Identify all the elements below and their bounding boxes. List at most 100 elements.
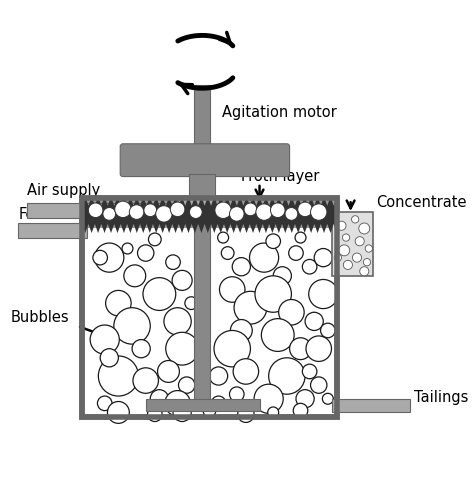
Circle shape <box>144 204 156 217</box>
Circle shape <box>237 406 254 423</box>
Circle shape <box>133 368 158 393</box>
Circle shape <box>295 233 306 244</box>
Circle shape <box>150 390 168 408</box>
Circle shape <box>172 271 192 291</box>
Circle shape <box>261 319 294 352</box>
Circle shape <box>147 407 162 422</box>
Circle shape <box>179 377 195 393</box>
Circle shape <box>233 359 259 385</box>
Circle shape <box>322 393 333 405</box>
Circle shape <box>98 396 112 411</box>
Circle shape <box>353 254 362 263</box>
Circle shape <box>90 325 119 354</box>
Bar <box>27 203 191 218</box>
Circle shape <box>148 234 161 246</box>
Circle shape <box>143 278 176 311</box>
Circle shape <box>255 276 292 313</box>
Circle shape <box>256 204 272 221</box>
Circle shape <box>215 203 231 219</box>
Text: Feed: Feed <box>18 207 53 222</box>
Bar <box>332 213 374 276</box>
Bar <box>194 85 210 404</box>
Circle shape <box>166 255 180 270</box>
Circle shape <box>218 233 228 244</box>
Circle shape <box>337 222 346 231</box>
Circle shape <box>266 234 281 249</box>
Circle shape <box>115 202 131 218</box>
Circle shape <box>244 203 257 216</box>
Circle shape <box>157 361 179 383</box>
Bar <box>190 175 215 202</box>
Circle shape <box>95 244 124 273</box>
Circle shape <box>229 387 244 402</box>
Circle shape <box>132 340 150 358</box>
Circle shape <box>285 208 298 221</box>
Circle shape <box>289 246 303 261</box>
Circle shape <box>103 208 116 221</box>
Text: Froth layer: Froth layer <box>241 169 319 184</box>
Circle shape <box>305 313 323 331</box>
Circle shape <box>229 207 244 222</box>
Circle shape <box>269 358 305 394</box>
Circle shape <box>339 245 350 256</box>
Circle shape <box>254 385 283 413</box>
Circle shape <box>219 277 245 303</box>
Circle shape <box>234 292 267 325</box>
Text: Concentrate: Concentrate <box>376 194 466 209</box>
Circle shape <box>306 336 331 362</box>
Circle shape <box>310 204 327 221</box>
Circle shape <box>203 405 216 417</box>
Circle shape <box>268 407 279 418</box>
Circle shape <box>232 258 250 276</box>
Circle shape <box>166 333 199 366</box>
Circle shape <box>279 300 304 325</box>
Circle shape <box>302 365 317 379</box>
Circle shape <box>293 404 308 418</box>
Circle shape <box>352 216 359 224</box>
Circle shape <box>190 206 202 219</box>
Circle shape <box>296 390 314 408</box>
Circle shape <box>164 308 191 335</box>
Circle shape <box>271 203 285 218</box>
Circle shape <box>185 297 198 310</box>
Circle shape <box>98 356 138 396</box>
FancyBboxPatch shape <box>120 144 290 177</box>
Circle shape <box>170 203 185 217</box>
Bar <box>82 199 337 417</box>
Circle shape <box>320 324 335 338</box>
Bar <box>146 399 260 411</box>
Circle shape <box>360 267 369 276</box>
Circle shape <box>314 249 332 267</box>
Text: Tailings: Tailings <box>414 389 469 405</box>
Bar <box>332 399 410 412</box>
Text: Air supply: Air supply <box>27 183 100 198</box>
Bar <box>18 224 87 238</box>
Polygon shape <box>82 197 337 234</box>
Circle shape <box>343 261 353 270</box>
Circle shape <box>114 308 150 345</box>
Circle shape <box>309 280 338 309</box>
Circle shape <box>364 259 371 266</box>
Bar <box>179 199 214 222</box>
Circle shape <box>310 377 327 393</box>
Text: Bubbles: Bubbles <box>11 310 70 325</box>
Circle shape <box>290 338 311 360</box>
Circle shape <box>334 254 341 262</box>
Circle shape <box>137 245 154 262</box>
Circle shape <box>298 203 312 217</box>
Circle shape <box>273 267 292 285</box>
Circle shape <box>221 247 234 260</box>
Circle shape <box>249 244 279 273</box>
Circle shape <box>211 396 226 411</box>
Circle shape <box>365 245 373 253</box>
Circle shape <box>359 224 370 234</box>
Circle shape <box>93 251 108 265</box>
Circle shape <box>355 237 364 246</box>
Circle shape <box>122 244 133 254</box>
Circle shape <box>173 404 191 422</box>
Bar <box>82 202 337 229</box>
Circle shape <box>88 203 103 218</box>
Circle shape <box>342 234 350 242</box>
Circle shape <box>124 265 146 287</box>
Circle shape <box>100 349 118 367</box>
